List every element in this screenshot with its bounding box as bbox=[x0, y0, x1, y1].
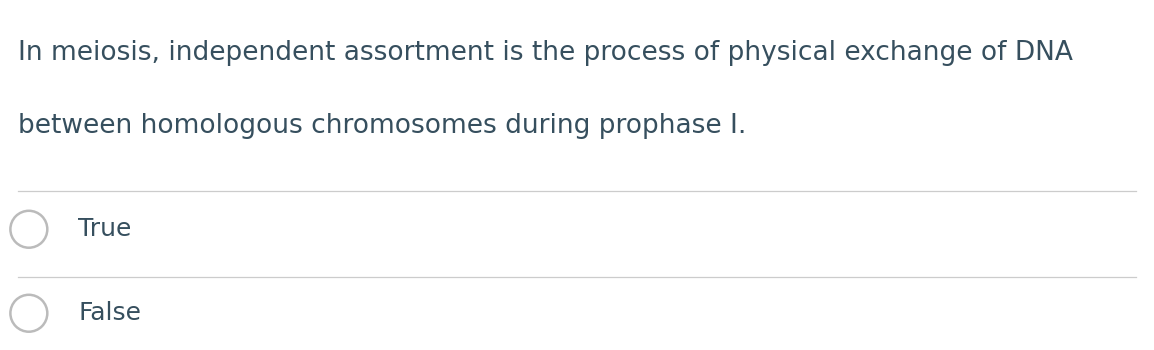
Text: False: False bbox=[78, 301, 142, 325]
Text: True: True bbox=[78, 217, 132, 241]
Text: between homologous chromosomes during prophase I.: between homologous chromosomes during pr… bbox=[18, 113, 747, 139]
Text: In meiosis, independent assortment is the process of physical exchange of DNA: In meiosis, independent assortment is th… bbox=[18, 40, 1073, 65]
